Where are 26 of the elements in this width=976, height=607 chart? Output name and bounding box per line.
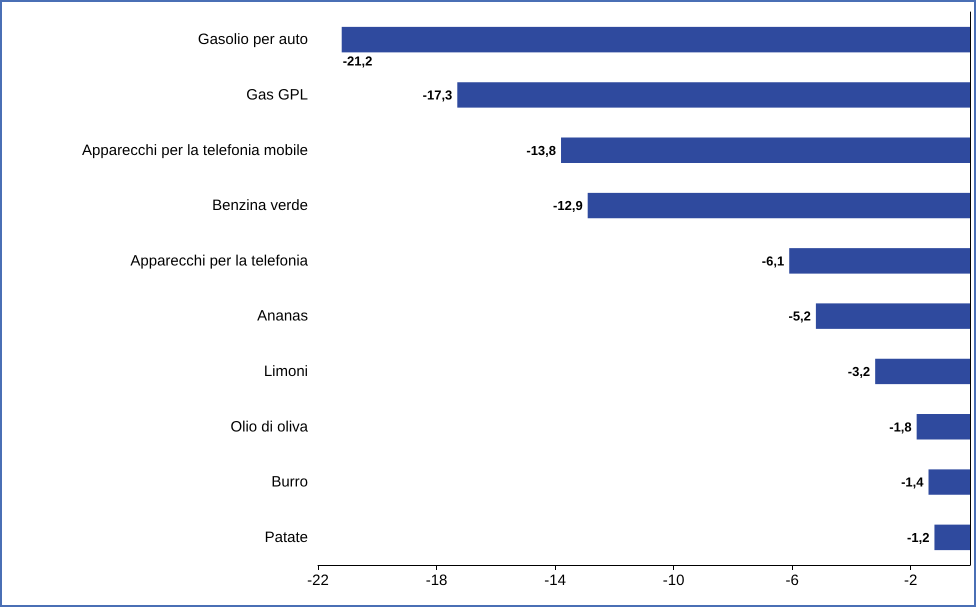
y-tick-label: Apparecchi per la telefonia <box>130 252 309 270</box>
x-tick-label: -10 <box>662 572 684 589</box>
data-label: -12,9 <box>553 198 583 214</box>
data-label: -6,1 <box>762 253 784 268</box>
data-label: -13,8 <box>526 142 556 158</box>
data-label: -1,4 <box>901 474 924 490</box>
data-label: -17,3 <box>422 87 452 102</box>
data-label: -1,8 <box>889 419 912 434</box>
y-tick-label: Apparecchi per la telefonia mobile <box>82 142 308 159</box>
y-tick-label: Benzina verde <box>212 197 308 214</box>
x-tick-label: -22 <box>307 572 329 589</box>
y-tick-label: Burro <box>271 474 308 491</box>
x-tick-label: -6 <box>786 572 799 589</box>
y-tick-label: Olio di oliva <box>230 418 309 436</box>
y-tick-label: Patate <box>264 528 308 546</box>
y-tick-label: Gasolio per auto <box>198 31 308 48</box>
x-tick-label: -18 <box>426 572 448 589</box>
data-label: -3,2 <box>848 364 870 379</box>
y-tick-label: Ananas <box>257 308 308 325</box>
data-label: -1,2 <box>907 530 930 545</box>
y-tick-label: Gas GPL <box>246 86 308 104</box>
y-tick-label: Limoni <box>264 362 308 380</box>
x-tick-label: -2 <box>904 572 918 589</box>
data-label: -5,2 <box>788 308 811 324</box>
x-tick-label: -14 <box>544 572 566 589</box>
data-label: -21,2 <box>342 53 372 68</box>
